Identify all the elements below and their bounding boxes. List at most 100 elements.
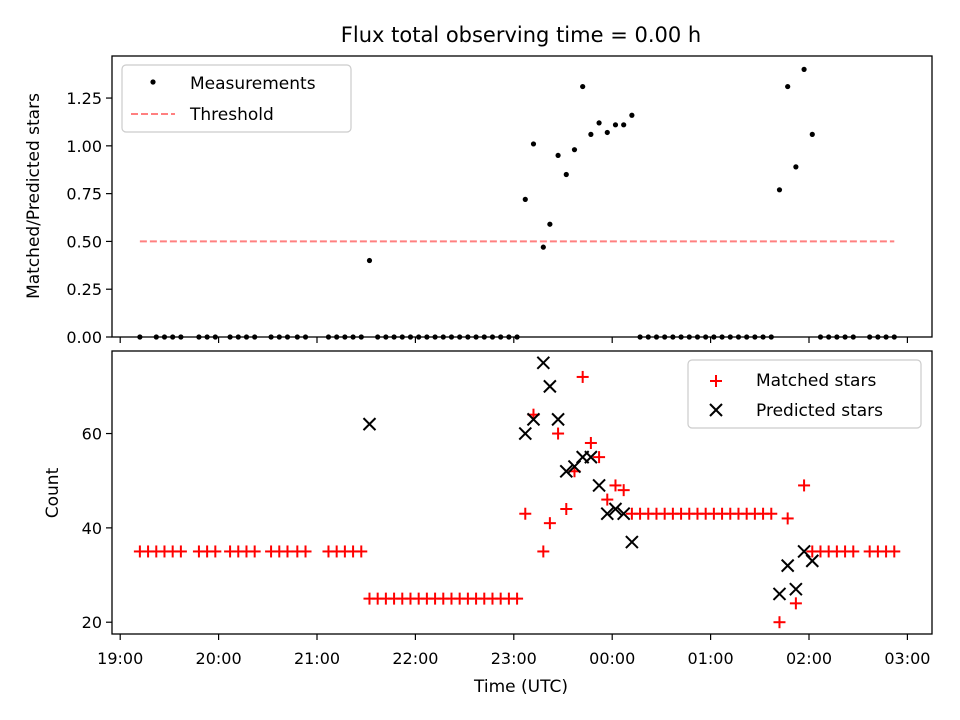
legend-matched-marker xyxy=(710,375,722,387)
legend-predicted-label: Predicted stars xyxy=(756,401,883,421)
top-y-tick-label: 1.25 xyxy=(66,89,102,108)
bottom-x-tick-label: 19:00 xyxy=(97,649,143,668)
x-axis-label: Time (UTC) xyxy=(473,677,568,697)
predicted-star-point xyxy=(780,558,795,573)
bottom-y-tick-label: 40 xyxy=(82,519,102,538)
bottom-panel: 20 40 60 19:00 20:00 21:00 22:00 23:00 00:00 01:… xyxy=(43,350,933,697)
measurement-point xyxy=(596,120,602,126)
measurement-point xyxy=(776,187,783,193)
top-legend-box xyxy=(121,64,352,133)
bottom-legend: Matched stars Predicted stars xyxy=(687,359,922,429)
measurement-point xyxy=(580,83,586,90)
bottom-x-tick-label: 23:00 xyxy=(491,649,537,668)
measurement-point xyxy=(809,131,815,137)
predicted-star-point xyxy=(625,535,639,549)
measurement-point xyxy=(629,112,635,118)
matched-star-point xyxy=(537,545,550,558)
legend-measurements-marker xyxy=(150,79,156,85)
matched-star-point xyxy=(609,479,622,492)
measurement-point xyxy=(555,152,561,159)
count-points xyxy=(133,356,901,629)
legend-measurements-label: Measurements xyxy=(190,74,316,94)
top-x-ticks xyxy=(119,337,909,343)
bottom-y-ticks: 20 40 60 xyxy=(82,425,112,632)
predicted-star-point xyxy=(543,379,557,394)
matched-star-point xyxy=(355,545,368,558)
matched-star-point xyxy=(601,493,614,506)
measurement-point xyxy=(785,83,791,90)
top-y-ticks: 0.00 0.25 0.50 0.75 1.00 1.25 xyxy=(66,89,112,347)
top-y-tick-label: 0.75 xyxy=(66,185,102,204)
measurement-point xyxy=(604,129,610,136)
predicted-star-point xyxy=(805,554,819,568)
predicted-star-point xyxy=(616,507,631,521)
bottom-legend-box xyxy=(687,359,922,429)
predicted-star-point xyxy=(551,412,565,427)
figure-title: Flux total observing time = 0.00 h xyxy=(341,23,701,47)
measurement-point xyxy=(621,122,627,128)
matched-star-point xyxy=(798,479,811,492)
predicted-star-point xyxy=(592,478,606,493)
matched-star-point xyxy=(299,545,312,558)
matched-star-point xyxy=(847,545,860,558)
bottom-x-tick-label: 03:00 xyxy=(884,649,930,668)
measurement-point xyxy=(793,164,799,170)
matched-star-point xyxy=(789,597,802,610)
predicted-star-point xyxy=(559,464,573,478)
measurement-point xyxy=(530,141,537,147)
top-axes-frame xyxy=(111,55,933,338)
predicted-star-point xyxy=(789,582,803,596)
predicted-star-point xyxy=(518,426,532,441)
top-y-tick-label: 0.25 xyxy=(66,280,102,299)
top-y-axis-label: Matched/Predicted stars xyxy=(24,93,44,299)
legend-matched-label: Matched stars xyxy=(756,371,876,391)
bottom-x-ticks: 19:00 20:00 21:00 22:00 23:00 00:00 01:00 02:00… xyxy=(97,634,930,668)
bottom-x-tick-label: 01:00 xyxy=(688,649,734,668)
bottom-y-tick-label: 60 xyxy=(82,425,102,444)
predicted-star-point xyxy=(362,417,377,431)
bottom-x-tick-label: 00:00 xyxy=(589,649,635,668)
measurement-point xyxy=(540,244,546,250)
matched-star-point xyxy=(543,517,556,530)
matched-star-point xyxy=(576,370,589,383)
matched-star-point xyxy=(593,451,606,464)
bottom-y-axis-label: Count xyxy=(43,467,63,518)
matched-star-point xyxy=(174,545,187,558)
predicted-star-point xyxy=(526,412,541,427)
bottom-x-tick-label: 02:00 xyxy=(786,649,832,668)
bottom-x-tick-label: 20:00 xyxy=(196,649,242,668)
matched-star-point xyxy=(773,616,786,629)
top-legend: Measurements Threshold xyxy=(121,64,352,133)
bottom-x-tick-label: 22:00 xyxy=(392,649,438,668)
bottom-x-tick-label: 21:00 xyxy=(294,649,340,668)
predicted-star-point xyxy=(772,587,787,601)
legend-predicted-marker xyxy=(709,403,723,417)
matched-star-point xyxy=(209,545,222,558)
bottom-axes-frame xyxy=(111,350,933,635)
matched-star-point xyxy=(248,545,261,558)
top-y-tick-label: 0.50 xyxy=(66,232,102,251)
matched-star-point xyxy=(552,427,565,440)
legend-threshold-label: Threshold xyxy=(189,105,274,125)
top-y-tick-label: 1.00 xyxy=(66,137,102,156)
measurement-point xyxy=(547,221,553,227)
matched-star-point xyxy=(560,503,573,516)
measurement-point xyxy=(571,147,578,153)
matched-star-point xyxy=(765,507,778,520)
measurement-point xyxy=(522,196,528,202)
predicted-star-point xyxy=(536,356,551,370)
measurement-point xyxy=(801,66,807,72)
predicted-star-point xyxy=(584,450,598,464)
matched-star-point xyxy=(781,512,794,525)
predicted-star-point xyxy=(600,507,614,521)
matched-star-point xyxy=(519,507,532,520)
matched-star-point xyxy=(511,592,524,605)
measurement-points xyxy=(137,66,897,340)
measurement-point xyxy=(612,122,619,128)
measurement-point xyxy=(563,171,569,178)
matched-star-point xyxy=(888,545,901,558)
matched-star-point xyxy=(617,484,630,497)
matched-star-point xyxy=(584,436,597,449)
measurement-point xyxy=(588,131,594,137)
